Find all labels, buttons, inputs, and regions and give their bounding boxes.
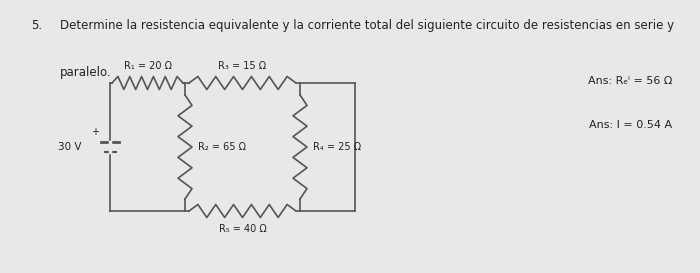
Text: +: +	[91, 127, 99, 137]
Text: Ans: I = 0.54 A: Ans: I = 0.54 A	[589, 120, 672, 130]
Text: R₁ = 20 Ω: R₁ = 20 Ω	[123, 61, 172, 71]
Text: R₄ = 25 Ω: R₄ = 25 Ω	[313, 142, 361, 152]
Text: Determine la resistencia equivalente y la corriente total del siguiente circuito: Determine la resistencia equivalente y l…	[60, 19, 673, 32]
Text: paralelo.: paralelo.	[60, 66, 111, 79]
Text: Ans: Rₑⁱ = 56 Ω: Ans: Rₑⁱ = 56 Ω	[587, 76, 672, 87]
Text: R₅ = 40 Ω: R₅ = 40 Ω	[218, 224, 267, 234]
Text: 30 V: 30 V	[59, 142, 82, 152]
Text: 5.: 5.	[32, 19, 43, 32]
Text: R₂ = 65 Ω: R₂ = 65 Ω	[198, 142, 246, 152]
Text: R₃ = 15 Ω: R₃ = 15 Ω	[218, 61, 267, 71]
